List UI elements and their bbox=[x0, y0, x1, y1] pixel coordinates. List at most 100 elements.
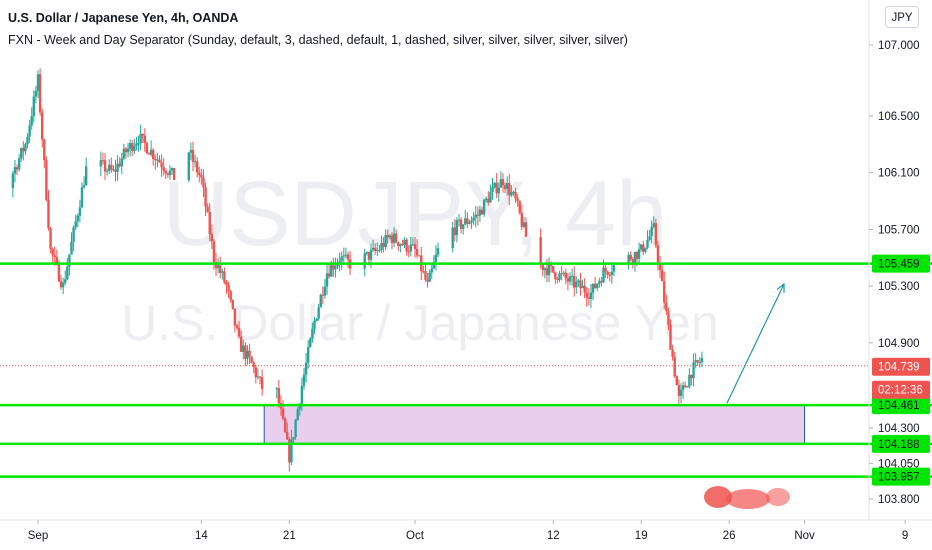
candle bbox=[338, 252, 341, 272]
candle bbox=[147, 152, 151, 155]
candle bbox=[239, 330, 243, 353]
candle bbox=[290, 429, 293, 466]
candle bbox=[700, 351, 704, 368]
candle bbox=[589, 284, 593, 309]
candle bbox=[235, 323, 239, 330]
tradingview-logo-icon bbox=[704, 486, 790, 509]
candle bbox=[572, 266, 576, 297]
candle bbox=[459, 217, 463, 234]
candle bbox=[686, 385, 689, 388]
candle bbox=[386, 229, 389, 244]
candle bbox=[198, 166, 201, 183]
candle bbox=[70, 232, 73, 255]
candle bbox=[694, 352, 697, 368]
support-zone-rect[interactable] bbox=[263, 404, 806, 445]
currency-badge[interactable]: JPY bbox=[885, 6, 919, 28]
candle bbox=[260, 369, 264, 396]
candle bbox=[581, 279, 584, 289]
time-axis[interactable]: Sep 14 21 Oct 12 19 26 Nov 9 bbox=[0, 519, 932, 542]
candle bbox=[468, 219, 471, 225]
candle bbox=[80, 182, 84, 208]
candle bbox=[415, 239, 419, 259]
candle bbox=[206, 203, 209, 213]
candle bbox=[566, 272, 570, 291]
candle bbox=[405, 237, 408, 256]
candle bbox=[570, 268, 574, 286]
candle bbox=[658, 256, 662, 279]
candle bbox=[11, 170, 15, 198]
symbol-watermark: USDJPY, 4h U.S. Dollar / Japanese Yen bbox=[121, 163, 719, 351]
candle bbox=[149, 140, 153, 157]
candle bbox=[294, 418, 297, 441]
candle bbox=[562, 270, 565, 277]
candle bbox=[564, 268, 567, 285]
candle bbox=[627, 252, 630, 270]
candle bbox=[281, 400, 285, 421]
candle bbox=[13, 159, 17, 183]
price-tick-label: 105.700 bbox=[878, 224, 920, 236]
candle bbox=[583, 278, 586, 299]
candle bbox=[154, 154, 157, 170]
candle bbox=[321, 286, 325, 305]
candle bbox=[539, 228, 542, 269]
candle bbox=[202, 169, 205, 198]
candle bbox=[394, 229, 398, 244]
candle bbox=[59, 275, 63, 290]
svg-text:104.739: 104.739 bbox=[878, 362, 920, 374]
candle bbox=[560, 265, 563, 281]
candle bbox=[116, 155, 119, 181]
candle bbox=[334, 257, 337, 278]
svg-text:105.459: 105.459 bbox=[878, 259, 920, 271]
price-tick-label: 104.900 bbox=[878, 338, 920, 350]
candle bbox=[112, 165, 115, 172]
projection-arrow[interactable] bbox=[726, 282, 785, 404]
candle bbox=[476, 206, 480, 226]
candle bbox=[413, 236, 417, 258]
candle bbox=[556, 276, 559, 284]
candle bbox=[382, 236, 385, 253]
indicator-legend[interactable]: FXN - Week and Day Separator (Sunday, de… bbox=[8, 33, 628, 47]
candle bbox=[346, 251, 350, 269]
candle bbox=[407, 245, 410, 258]
horizontal-levels[interactable] bbox=[0, 262, 932, 478]
candle bbox=[141, 133, 144, 143]
candle bbox=[579, 272, 582, 296]
candle bbox=[696, 359, 699, 367]
time-tick-label: 19 bbox=[635, 530, 648, 542]
candle bbox=[143, 128, 147, 152]
candle bbox=[610, 262, 614, 284]
candle bbox=[252, 360, 255, 374]
candle bbox=[246, 345, 249, 365]
candle bbox=[503, 182, 507, 194]
candle bbox=[426, 272, 429, 288]
candle bbox=[43, 138, 46, 169]
candle bbox=[145, 141, 149, 155]
candle bbox=[225, 280, 228, 294]
price-axis[interactable]: 107.000 106.500 106.100 105.700 105.300 104.9… bbox=[868, 0, 920, 520]
candle bbox=[15, 164, 19, 176]
candle bbox=[401, 239, 404, 246]
candle bbox=[38, 68, 42, 116]
candle bbox=[648, 230, 651, 242]
candle bbox=[690, 374, 693, 386]
candle bbox=[558, 270, 561, 283]
candle bbox=[514, 187, 517, 203]
symbol-title[interactable]: U.S. Dollar / Japanese Yen, 4h, OANDA bbox=[8, 11, 239, 25]
candle bbox=[76, 213, 79, 227]
candle bbox=[36, 70, 40, 98]
price-labels: 105.459 104.461 104.188 103.957 104.739 02:12… bbox=[872, 254, 930, 486]
candle bbox=[256, 368, 260, 380]
candle bbox=[72, 225, 75, 252]
candle bbox=[482, 198, 486, 217]
candle bbox=[629, 251, 632, 262]
candle bbox=[304, 352, 308, 383]
candle bbox=[162, 157, 165, 176]
candle bbox=[332, 257, 335, 277]
support-zone[interactable] bbox=[263, 404, 806, 445]
candle bbox=[231, 299, 234, 310]
candle bbox=[518, 200, 521, 215]
candle bbox=[374, 243, 377, 255]
svg-text:103.957: 103.957 bbox=[878, 472, 920, 484]
candle bbox=[319, 293, 322, 308]
